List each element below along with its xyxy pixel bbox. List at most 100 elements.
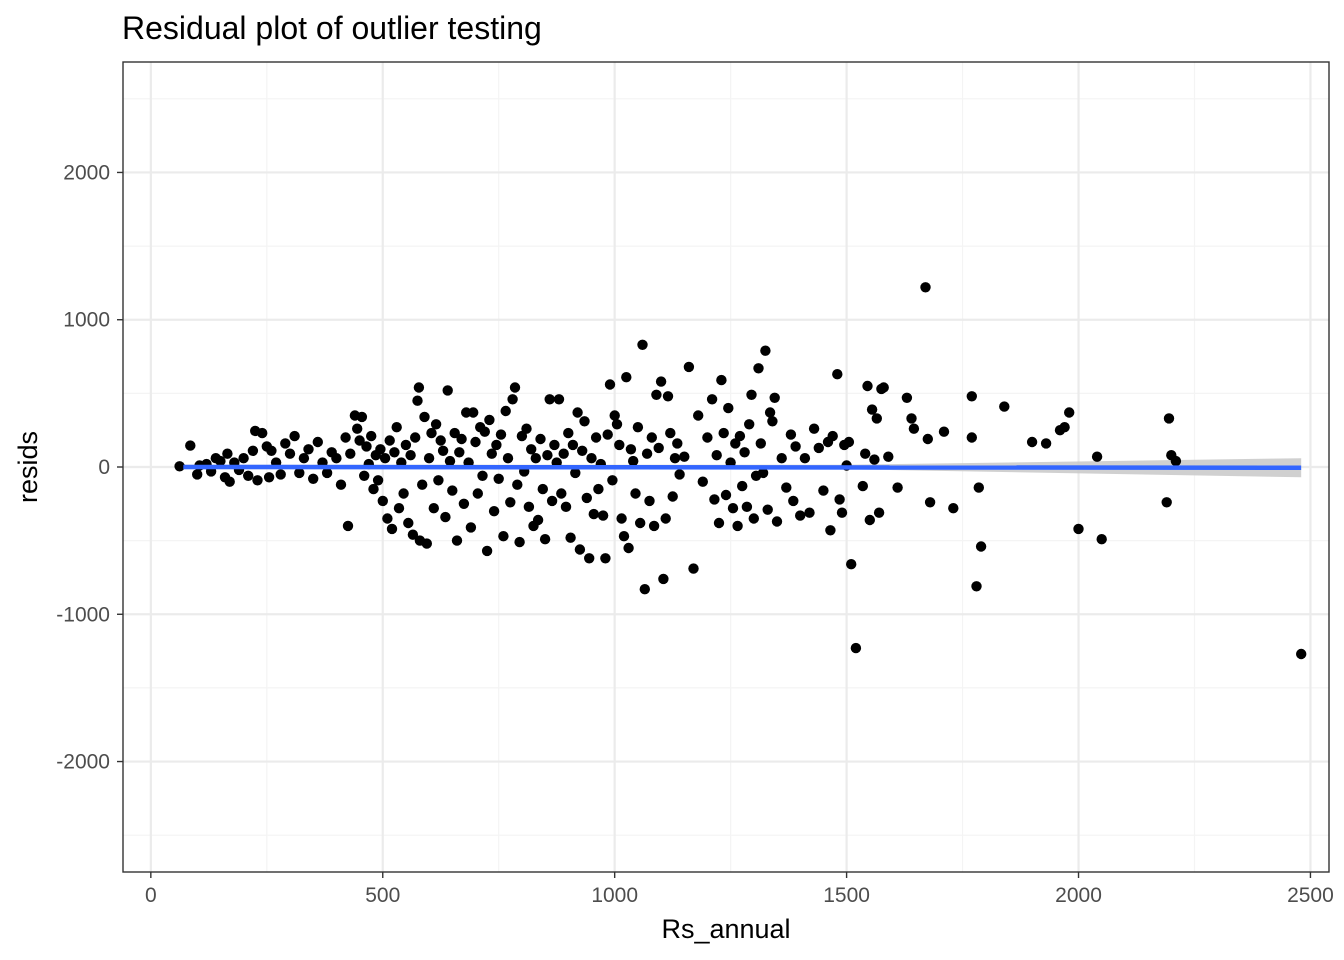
data-point <box>192 469 203 480</box>
data-point <box>308 473 319 484</box>
x-axis-title: Rs_annual <box>661 914 790 944</box>
data-point <box>479 426 490 437</box>
data-point <box>869 454 880 465</box>
data-point <box>243 470 254 481</box>
data-point <box>628 455 639 467</box>
data-point <box>632 422 644 433</box>
data-point <box>440 511 451 523</box>
data-point <box>263 472 275 483</box>
data-point <box>644 495 655 507</box>
data-point <box>693 410 704 421</box>
data-point <box>864 514 875 526</box>
fit-line-layer <box>183 464 1302 470</box>
data-point <box>574 544 586 555</box>
x-tick-label: 1000 <box>591 884 638 907</box>
data-point <box>486 448 497 459</box>
data-point <box>818 485 829 496</box>
chart-title: Residual plot of outlier testing <box>122 10 542 46</box>
data-point <box>764 407 776 418</box>
x-axis-ticks: 0 500 1000 1500 2000 2500 <box>145 872 1334 907</box>
data-point <box>549 439 560 451</box>
data-point <box>410 432 421 443</box>
y-axis-ticks: -2000 -1000 0 1000 2000 <box>56 161 123 774</box>
data-point <box>570 467 581 479</box>
data-point <box>366 430 377 442</box>
data-point <box>275 469 286 480</box>
y-tick-label: -1000 <box>56 603 110 626</box>
data-point <box>398 488 409 499</box>
data-point <box>444 455 456 467</box>
data-point <box>1163 413 1175 424</box>
data-point <box>509 382 521 393</box>
data-point <box>825 525 836 536</box>
data-point <box>609 410 620 421</box>
data-point <box>600 553 611 564</box>
data-point <box>732 520 743 532</box>
data-point <box>472 488 483 499</box>
data-point <box>354 435 365 446</box>
data-point <box>312 436 323 448</box>
data-point <box>746 389 757 400</box>
data-point <box>832 369 843 380</box>
data-point <box>1296 648 1307 660</box>
data-point <box>488 506 500 517</box>
data-point <box>702 432 713 443</box>
data-point <box>493 473 504 484</box>
data-point <box>391 422 402 433</box>
data-point <box>860 448 871 459</box>
data-point <box>577 445 588 456</box>
data-point <box>655 376 667 387</box>
data-point <box>321 467 333 479</box>
data-point <box>437 445 449 456</box>
data-point <box>456 433 467 445</box>
data-point <box>556 488 567 499</box>
data-point <box>1170 455 1182 467</box>
data-point <box>593 483 604 495</box>
data-point <box>920 282 931 293</box>
data-point <box>356 411 368 423</box>
y-tick-label: 2000 <box>63 161 110 184</box>
data-point <box>266 445 277 456</box>
data-point <box>646 432 657 443</box>
data-point <box>544 394 555 405</box>
data-point <box>924 497 936 508</box>
data-point <box>586 453 597 464</box>
data-point <box>284 448 296 459</box>
data-point <box>581 492 592 504</box>
data-point <box>760 345 771 356</box>
data-point <box>185 440 196 451</box>
data-point <box>641 448 653 459</box>
data-point <box>558 448 569 459</box>
data-point <box>454 447 465 458</box>
data-point <box>623 542 634 554</box>
x-tick-label: 0 <box>145 884 157 907</box>
data-point <box>584 553 595 564</box>
data-point <box>553 394 565 405</box>
data-point <box>720 489 732 501</box>
data-point <box>384 435 395 446</box>
data-point <box>1161 497 1172 508</box>
data-point <box>679 451 690 462</box>
data-point <box>846 559 857 570</box>
data-point <box>412 395 423 406</box>
data-point <box>413 382 425 393</box>
data-point <box>1064 407 1075 418</box>
y-tick-label: 0 <box>98 456 110 479</box>
data-point <box>727 503 739 514</box>
data-point <box>892 482 903 493</box>
x-tick-label: 1500 <box>823 884 870 907</box>
data-point <box>458 498 470 509</box>
data-point <box>862 380 873 392</box>
data-point <box>966 432 977 443</box>
data-point <box>662 391 674 402</box>
data-point <box>563 427 574 439</box>
data-point <box>639 584 650 595</box>
data-point <box>697 476 708 487</box>
data-point <box>405 450 416 461</box>
y-tick-label: -2000 <box>56 751 110 774</box>
data-point <box>247 445 259 456</box>
data-point <box>734 430 746 442</box>
data-point <box>542 450 553 461</box>
data-point <box>808 423 820 434</box>
data-point <box>294 467 305 479</box>
